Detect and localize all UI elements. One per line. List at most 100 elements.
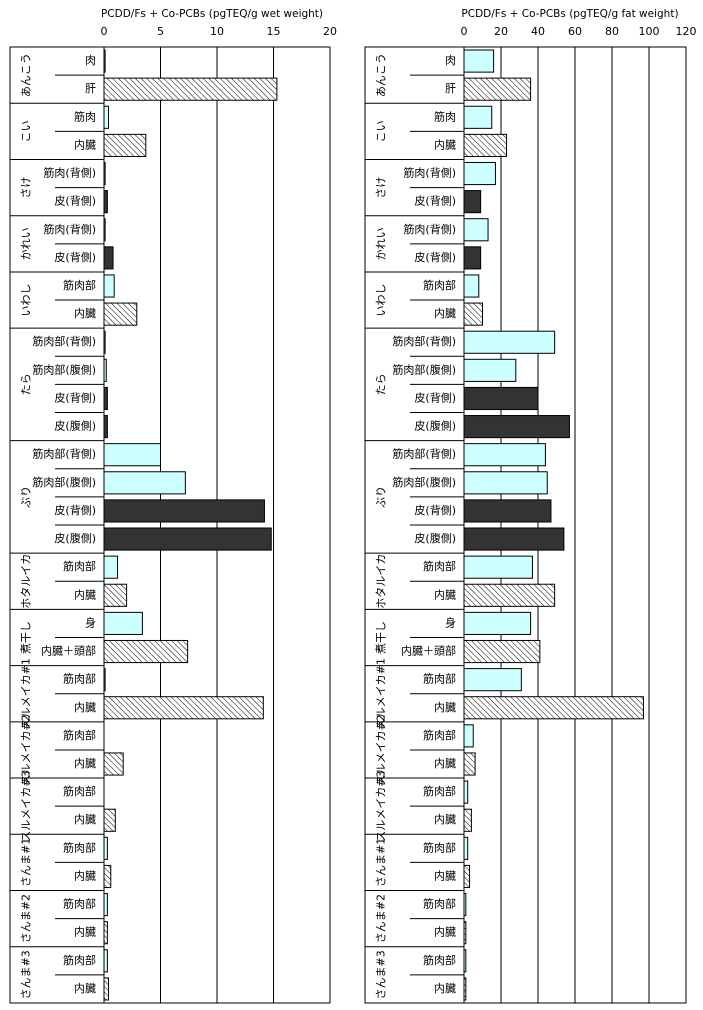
bar — [463, 808, 472, 832]
group-label: さんま#1 — [20, 838, 33, 887]
category-label: 肉 — [445, 54, 456, 67]
bar — [463, 555, 533, 579]
group-label: かれい — [375, 227, 388, 260]
bar — [103, 527, 272, 551]
category-label: 内臓 — [74, 137, 96, 151]
category-label: 内臓 — [74, 700, 96, 714]
group-label: スルメイカ#3 — [20, 771, 33, 842]
bar — [103, 190, 108, 214]
category-label: 内臓 — [74, 812, 96, 826]
x-tick-label: 80 — [605, 25, 619, 38]
category-label: 筋肉部(背側) — [32, 334, 96, 348]
category-label: 筋肉部(背側) — [32, 447, 96, 461]
bar — [463, 471, 548, 495]
category-label: 皮(背側) — [54, 503, 96, 517]
category-label: 筋肉部 — [63, 672, 96, 686]
bar — [103, 274, 115, 298]
group-label: さけ — [375, 177, 388, 199]
category-label: 内臓 — [74, 756, 96, 770]
category-label: 筋肉(背側) — [403, 222, 456, 236]
category-label: 身 — [85, 615, 96, 629]
bar — [103, 77, 278, 101]
bar — [103, 386, 108, 411]
bar — [463, 583, 556, 607]
category-label: 内臓 — [434, 925, 456, 939]
bar — [463, 105, 493, 129]
category-label: 筋肉部(腹側) — [32, 362, 96, 376]
x-tick-label: 60 — [568, 25, 582, 38]
group-label: さんま#3 — [20, 950, 33, 999]
category-label: 筋肉部 — [423, 897, 456, 911]
category-label: 肝 — [445, 82, 456, 95]
category-label: 肉 — [85, 54, 96, 67]
bar — [103, 921, 108, 945]
bar — [103, 639, 189, 664]
category-label: 筋肉部 — [423, 559, 456, 573]
bar — [103, 499, 265, 523]
category-label: 筋肉部(背側) — [392, 447, 456, 461]
category-label: 筋肉部 — [63, 784, 96, 798]
bar — [463, 161, 496, 186]
group-label: 煮干し — [375, 621, 388, 654]
category-label: 筋肉部 — [423, 840, 456, 854]
group-label: さけ — [20, 177, 33, 199]
category-label: 内臓＋頭部 — [41, 644, 96, 658]
bar — [463, 864, 471, 889]
group-label: さんま#3 — [375, 950, 388, 999]
bar — [463, 415, 570, 439]
bar — [103, 105, 110, 129]
category-label: 筋肉部 — [63, 840, 96, 854]
x-tick-label: 120 — [676, 25, 697, 38]
category-label: 内臓 — [434, 756, 456, 770]
bar — [103, 471, 186, 495]
group-label: こい — [20, 120, 33, 142]
bar — [463, 752, 476, 776]
category-label: 筋肉 — [74, 109, 96, 123]
group-label: スルメイカ#2 — [375, 714, 388, 785]
x-tick-label: 20 — [494, 25, 508, 38]
x-tick-label: 100 — [639, 25, 660, 38]
category-label: 内臓 — [434, 981, 456, 995]
category-label: 筋肉部(腹側) — [32, 475, 96, 489]
bar — [463, 780, 469, 804]
bar — [463, 696, 644, 720]
chart-title: PCDD/Fs + Co-PCBs (pgTEQ/g fat weight) — [461, 8, 678, 20]
bar — [103, 583, 128, 607]
bar — [463, 386, 539, 411]
category-label: 筋肉部 — [63, 728, 96, 742]
x-tick-label: 40 — [531, 25, 545, 38]
x-tick-label: 0 — [461, 25, 468, 38]
group-label: ホタルイカ — [375, 554, 388, 609]
category-label: 内臓 — [74, 306, 96, 320]
group-label: いわし — [375, 284, 388, 317]
bar — [463, 668, 522, 692]
group-label: ホタルイカ — [20, 554, 33, 609]
category-label: 皮(背側) — [414, 194, 456, 208]
category-label: 肝 — [85, 82, 96, 95]
bar — [463, 133, 508, 157]
group-label: さんま#2 — [20, 894, 33, 943]
group-label: さんま#2 — [375, 894, 388, 943]
category-label: 筋肉部 — [423, 953, 456, 967]
plot-frame — [463, 46, 687, 1004]
category-label: 筋肉部(腹側) — [392, 475, 456, 489]
category-label: 皮(背側) — [414, 250, 456, 264]
category-label: 筋肉部 — [423, 278, 456, 292]
bar — [103, 611, 143, 635]
x-tick-label: 0 — [101, 25, 108, 38]
bar — [103, 443, 161, 467]
group-label: ぶり — [20, 486, 33, 508]
group-label: スルメイカ#1 — [20, 658, 33, 729]
bar — [463, 190, 482, 214]
bar — [463, 443, 546, 467]
category-label: 内臓 — [74, 981, 96, 995]
bar — [103, 302, 138, 326]
bar — [463, 836, 469, 860]
group-label: 煮干し — [20, 621, 33, 654]
chart-title: PCDD/Fs + Co-PCBs (pgTEQ/g wet weight) — [101, 8, 323, 20]
bar — [103, 696, 264, 720]
x-tick-label: 10 — [210, 25, 224, 38]
bar — [103, 864, 112, 889]
group-label: こい — [375, 120, 388, 142]
